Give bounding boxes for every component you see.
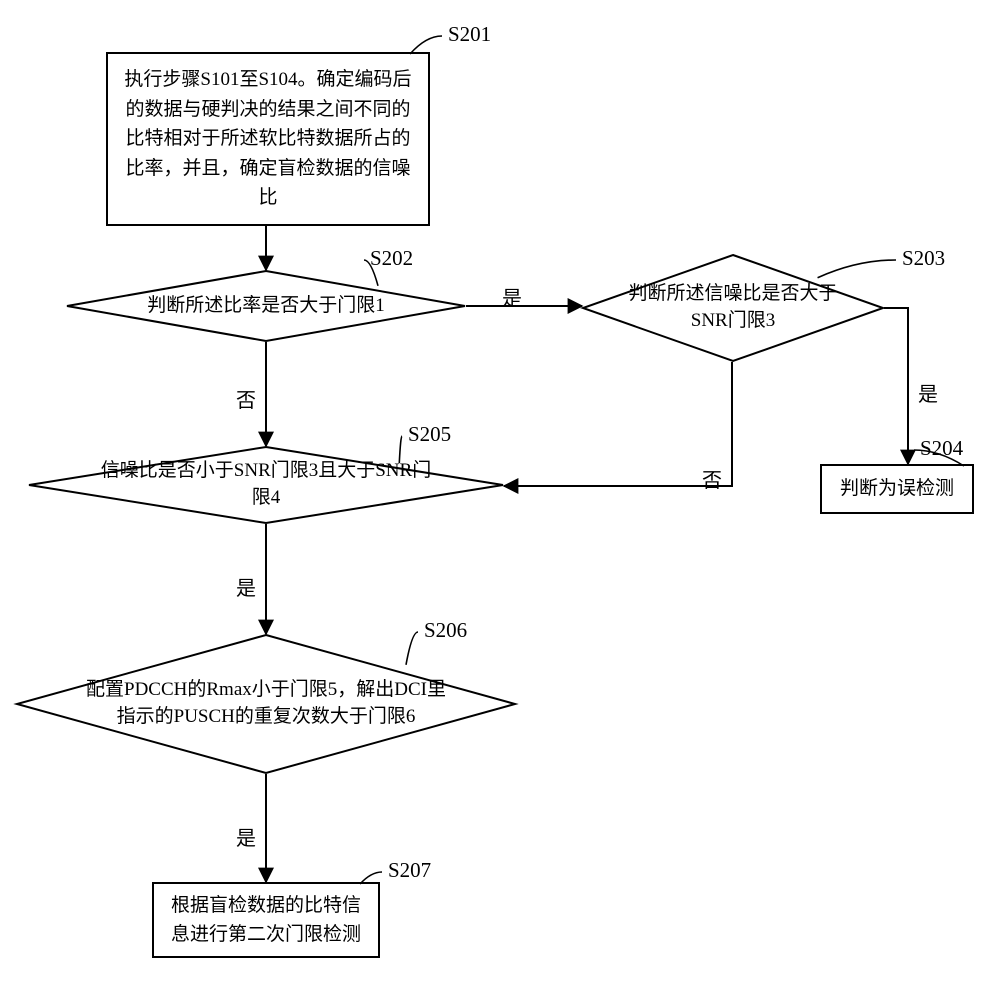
node-s201: 执行步骤S101至S104。确定编码后的数据与硬判决的结果之间不同的比特相对于所… [106, 52, 430, 226]
node-text: 根据盲检数据的比特信息进行第二次门限检测 [168, 891, 364, 950]
label-text: S207 [388, 858, 431, 882]
edge-label: 否 [702, 464, 722, 493]
label-text: S205 [408, 422, 451, 446]
node-s203: 判断所述信噪比是否大于SNR门限3 [582, 254, 884, 362]
node-text: 判断所述比率是否大于门限1 [147, 293, 385, 320]
node-s204: 判断为误检测 [820, 464, 974, 514]
edge-label: 是 [502, 282, 522, 311]
node-text: 判断为误检测 [840, 474, 954, 503]
node-text: 配置PDCCH的Rmax小于门限5，解出DCI里指示的PUSCH的重复次数大于门… [86, 677, 446, 730]
node-s207: 根据盲检数据的比特信息进行第二次门限检测 [152, 882, 380, 958]
node-s202: 判断所述比率是否大于门限1 [66, 270, 466, 342]
edge-label: 否 [236, 384, 256, 413]
node-text: 判断所述信噪比是否大于SNR门限3 [624, 281, 841, 334]
node-text: 执行步骤S101至S104。确定编码后的数据与硬判决的结果之间不同的比特相对于所… [122, 65, 414, 212]
edge [504, 362, 732, 486]
label-s201: S201 [448, 22, 491, 47]
edge [884, 308, 908, 464]
edge-label: 是 [236, 822, 256, 851]
label-s204: S204 [920, 436, 963, 461]
label-s203: S203 [902, 246, 945, 271]
node-s205: 信噪比是否小于SNR门限3且大于SNR门限4 [28, 446, 504, 524]
node-text: 信噪比是否小于SNR门限3且大于SNR门限4 [95, 458, 438, 511]
node-s206: 配置PDCCH的Rmax小于门限5，解出DCI里指示的PUSCH的重复次数大于门… [16, 634, 516, 774]
label-s207: S207 [388, 858, 431, 883]
edge-label: 是 [236, 572, 256, 601]
label-s205: S205 [408, 422, 451, 447]
label-text: S202 [370, 246, 413, 270]
label-text: S204 [920, 436, 963, 460]
edge-label: 是 [918, 378, 938, 407]
label-text: S203 [902, 246, 945, 270]
label-text: S201 [448, 22, 491, 46]
label-s202: S202 [370, 246, 413, 271]
